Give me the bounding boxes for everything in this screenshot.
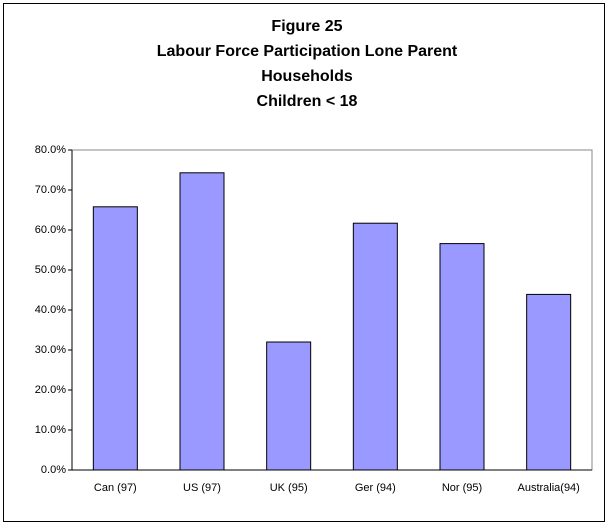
y-tick-label: 0.0% (41, 464, 66, 476)
bar (352, 222, 398, 471)
bar (92, 206, 138, 471)
y-tick-label: 70.0% (35, 184, 66, 196)
y-tick-label: 60.0% (35, 224, 66, 236)
y-tick-label: 50.0% (35, 264, 66, 276)
bar (266, 341, 312, 471)
y-tick-label: 30.0% (35, 344, 66, 356)
x-tick-label: US (97) (183, 482, 221, 494)
bar (439, 243, 485, 471)
y-tick-label: 10.0% (35, 424, 66, 436)
chart-title: Households (261, 68, 353, 85)
x-tick-label: Australia(94) (517, 482, 579, 494)
x-tick-label: Nor (95) (442, 482, 482, 494)
y-tick-label: 20.0% (35, 384, 66, 396)
x-tick-label: Ger (94) (355, 482, 396, 494)
y-tick-label: 80.0% (35, 144, 66, 156)
bar (179, 172, 225, 471)
y-tick-label: 40.0% (35, 304, 66, 316)
chart-title: Children < 18 (257, 93, 358, 110)
x-tick-label: Can (97) (94, 482, 137, 494)
chart-title: Labour Force Participation Lone Parent (157, 43, 458, 60)
bar (526, 293, 572, 471)
chart-title: Figure 25 (271, 18, 342, 35)
x-tick-label: UK (95) (270, 482, 308, 494)
